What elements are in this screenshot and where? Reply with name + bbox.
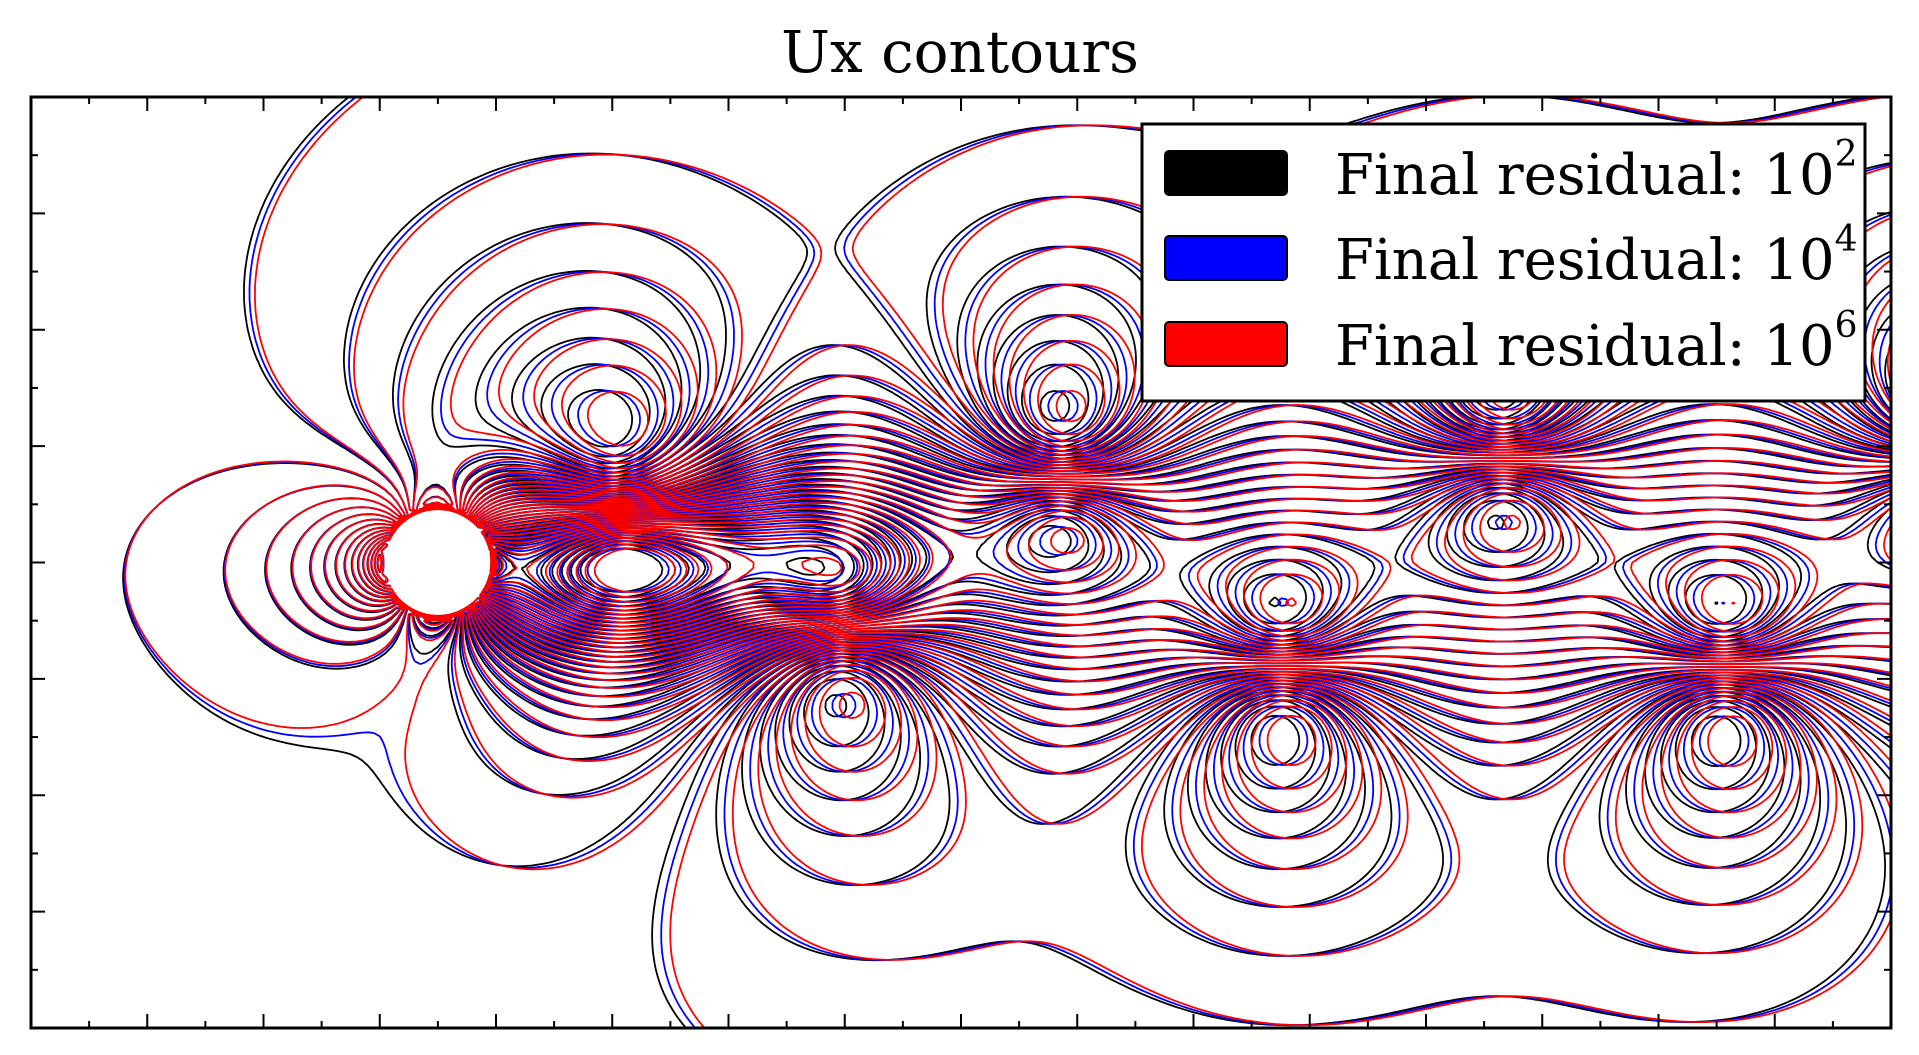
legend-swatch-2 — [1164, 235, 1288, 281]
legend-label-3: Final residual: 106 — [1335, 305, 1858, 379]
legend-label-2: Final residual: 104 — [1335, 219, 1858, 293]
legend-swatch-1 — [1164, 150, 1288, 196]
contour-series-3 — [124, 97, 1891, 1028]
legend: Final residual: 102 Final residual: 104 … — [1140, 122, 1867, 403]
plot-frame — [29, 95, 1893, 1030]
legend-swatch-3 — [1164, 321, 1288, 367]
chart-title: Ux contours — [781, 18, 1139, 86]
legend-entry-3: Final residual: 106 — [1164, 305, 1858, 379]
legend-entry-1: Final residual: 102 — [1164, 134, 1858, 208]
legend-label-1: Final residual: 102 — [1335, 134, 1858, 208]
contour-lines — [122, 97, 1891, 1028]
cylinder-body — [385, 510, 491, 615]
legend-entry-2: Final residual: 104 — [1164, 219, 1858, 293]
